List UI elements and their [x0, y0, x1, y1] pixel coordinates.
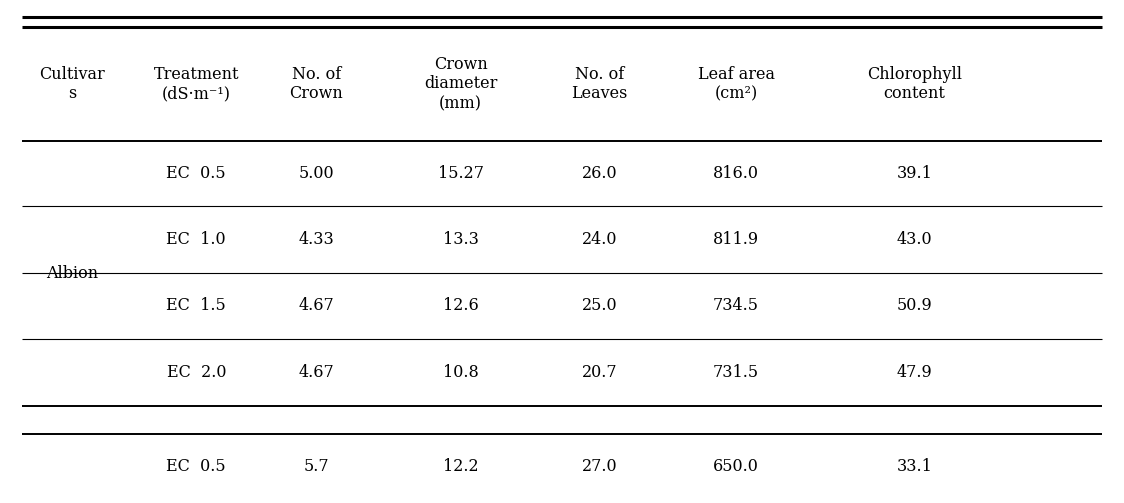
Text: 43.0: 43.0 — [897, 231, 932, 248]
Text: 816.0: 816.0 — [713, 165, 759, 182]
Text: 25.0: 25.0 — [581, 297, 617, 314]
Text: 39.1: 39.1 — [897, 165, 933, 182]
Text: 13.3: 13.3 — [443, 231, 479, 248]
Text: 731.5: 731.5 — [713, 364, 759, 381]
Text: 650.0: 650.0 — [713, 458, 759, 475]
Text: Crown
diameter
(mm): Crown diameter (mm) — [424, 56, 497, 112]
Text: EC  0.5: EC 0.5 — [166, 165, 226, 182]
Text: Albion: Albion — [46, 265, 98, 282]
Text: No. of
Crown: No. of Crown — [290, 65, 343, 102]
Text: 27.0: 27.0 — [581, 458, 617, 475]
Text: 26.0: 26.0 — [581, 165, 617, 182]
Text: EC  1.0: EC 1.0 — [166, 231, 226, 248]
Text: 47.9: 47.9 — [897, 364, 933, 381]
Text: 15.27: 15.27 — [437, 165, 483, 182]
Text: 33.1: 33.1 — [897, 458, 933, 475]
Text: 12.2: 12.2 — [443, 458, 479, 475]
Text: 50.9: 50.9 — [897, 297, 933, 314]
Text: 4.67: 4.67 — [299, 364, 334, 381]
Text: EC  2.0: EC 2.0 — [166, 364, 226, 381]
Text: Cultivar
s: Cultivar s — [39, 65, 105, 102]
Text: 10.8: 10.8 — [443, 364, 479, 381]
Text: 811.9: 811.9 — [713, 231, 759, 248]
Text: 4.67: 4.67 — [299, 297, 334, 314]
Text: No. of
Leaves: No. of Leaves — [571, 65, 627, 102]
Text: 20.7: 20.7 — [581, 364, 617, 381]
Text: Leaf area
(cm²): Leaf area (cm²) — [698, 65, 774, 102]
Text: 5.00: 5.00 — [299, 165, 334, 182]
Text: EC  0.5: EC 0.5 — [166, 458, 226, 475]
Text: 4.33: 4.33 — [299, 231, 334, 248]
Text: Treatment
(dS·m⁻¹): Treatment (dS·m⁻¹) — [154, 65, 239, 102]
Text: Chlorophyll
content: Chlorophyll content — [867, 65, 962, 102]
Text: 12.6: 12.6 — [443, 297, 479, 314]
Text: 734.5: 734.5 — [713, 297, 759, 314]
Text: 24.0: 24.0 — [582, 231, 617, 248]
Text: EC  1.5: EC 1.5 — [166, 297, 226, 314]
Text: 5.7: 5.7 — [303, 458, 329, 475]
